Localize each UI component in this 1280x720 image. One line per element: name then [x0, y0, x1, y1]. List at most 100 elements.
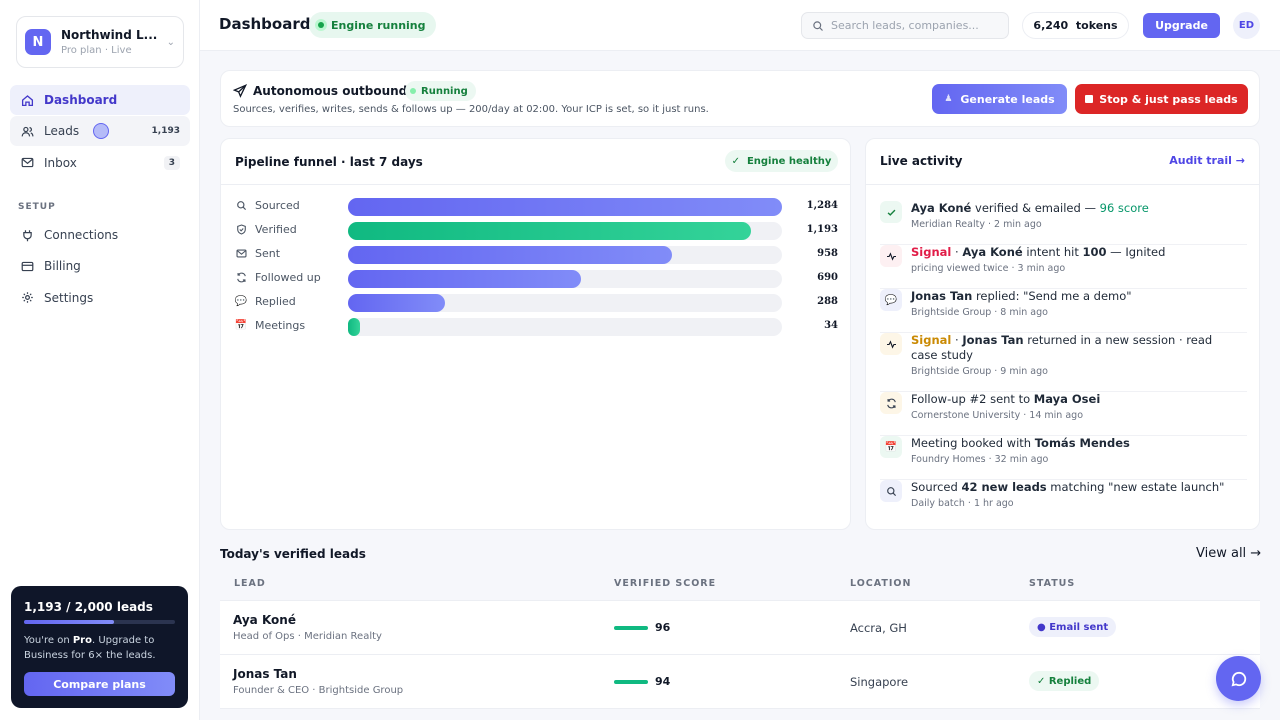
- funnel-row-replied: 💬 Replied 288: [235, 293, 840, 313]
- activity-text: Meeting booked with Tomás Mendes Foundry …: [911, 436, 1241, 467]
- activity-item[interactable]: Aya Koné verified & emailed — 96 score Me…: [880, 201, 1247, 245]
- sidebar-item-settings[interactable]: Settings: [10, 283, 190, 313]
- lead-location: Singapore: [850, 675, 909, 689]
- activity-meta: Cornerstone University · 14 min ago: [911, 410, 1084, 421]
- funnel-row-sourced: Sourced 1,284: [235, 197, 840, 217]
- activity-text: Follow-up #2 sent to Maya Osei Cornerston…: [911, 392, 1241, 423]
- sidebar-item-inbox[interactable]: Inbox 3: [10, 148, 190, 178]
- sidebar-item-label: Dashboard: [44, 93, 118, 107]
- activity-item[interactable]: Signal · Jonas Tan returned in a new ses…: [880, 333, 1247, 392]
- audit-trail-link[interactable]: Audit trail →: [1169, 154, 1245, 167]
- column-header-location[interactable]: LOCATION: [850, 578, 912, 589]
- funnel-value: 288: [817, 296, 838, 307]
- page-title: Dashboard: [219, 15, 311, 33]
- leads-count: 1,193: [151, 126, 180, 137]
- column-header-lead[interactable]: LEAD: [234, 578, 266, 589]
- top-bar: Dashboard Engine running Search leads, c…: [200, 0, 1280, 51]
- table-row[interactable]: Jonas Tan Founder & CEO · Brightside Gro…: [220, 655, 1260, 709]
- lead-name: Jonas Tan: [233, 667, 297, 681]
- chat-icon: [1231, 671, 1246, 686]
- activity-message: Follow-up #2 sent to Maya Osei: [911, 392, 1101, 406]
- funnel-row-verified: Verified 1,193: [235, 221, 840, 241]
- sidebar-item-dashboard[interactable]: Dashboard: [10, 85, 190, 115]
- chat-icon: 💬: [880, 289, 902, 311]
- autonomous-outbound-card: Autonomous outbound Running Sources, ver…: [220, 70, 1260, 127]
- column-header-score[interactable]: VERIFIED SCORE: [614, 578, 717, 589]
- view-all-link[interactable]: View all →: [1196, 546, 1262, 561]
- calendar-icon: 📅: [880, 436, 902, 458]
- users-icon: [20, 124, 34, 138]
- main-nav: Dashboard Leads 1,193 Inbox 3: [10, 85, 190, 179]
- sidebar-item-label: Leads: [44, 124, 80, 139]
- funnel-bar-track: [348, 294, 782, 312]
- generate-leads-button[interactable]: ♟ Generate leads: [932, 84, 1067, 114]
- activity-text: Signal · Jonas Tan returned in a new ses…: [911, 333, 1241, 379]
- status-badge: ● Email sent: [1029, 617, 1117, 637]
- usage-progress: [24, 620, 175, 624]
- status-badge: ✓ Replied: [1029, 671, 1100, 691]
- workspace-switcher[interactable]: N Northwind L... Pro plan · Live ⌄: [16, 16, 184, 68]
- funnel-bar: [348, 318, 360, 336]
- activity-message: Signal · Jonas Tan returned in a new ses…: [911, 333, 1213, 362]
- table-row[interactable]: Aya Koné Head of Ops · Meridian Realty 9…: [220, 601, 1260, 655]
- verified-score: 96: [614, 621, 670, 634]
- funnel-bar: [348, 270, 582, 288]
- activity-item[interactable]: Signal · Aya Koné intent hit 100 — Ignit…: [880, 245, 1247, 289]
- column-header-status[interactable]: STATUS: [1029, 578, 1076, 589]
- funnel-row-followed-up: Followed up 690: [235, 269, 840, 289]
- funnel-title: Pipeline funnel · last 7 days: [235, 155, 423, 169]
- funnel-row-sent: Sent 958: [235, 245, 840, 265]
- funnel-bar: [348, 246, 672, 264]
- search-input[interactable]: Search leads, companies...: [801, 12, 1009, 39]
- activity-message: Aya Koné verified & emailed — 96 score: [911, 201, 1149, 215]
- mail-icon: [20, 156, 34, 170]
- cursor-indicator: [93, 123, 109, 140]
- chat-button[interactable]: [1216, 656, 1261, 701]
- usage-progress-fill: [24, 620, 115, 624]
- funnel-stage-label: Sent: [235, 247, 280, 260]
- engine-healthy-badge: ✓ Engine healthy: [725, 150, 838, 172]
- leads-section-title: Today's verified leads: [220, 547, 366, 561]
- status-dot-icon: [315, 19, 327, 31]
- mail-icon: [235, 248, 247, 260]
- funnel-value: 1,193: [806, 224, 838, 235]
- sidebar-item-label: Connections: [44, 228, 119, 242]
- activity-item[interactable]: Sourced 42 new leads matching "new estat…: [880, 480, 1247, 520]
- outbound-title: Autonomous outbound: [253, 84, 408, 98]
- activity-item[interactable]: 💬 Jonas Tan replied: "Send me a demo" Brig…: [880, 289, 1247, 333]
- funnel-value: 958: [817, 248, 838, 259]
- live-activity-card: Live activity Audit trail → Aya Koné ver…: [865, 138, 1260, 530]
- search-icon: [880, 480, 902, 502]
- activity-meta: Meridian Realty · 2 min ago: [911, 219, 1042, 230]
- stop-icon: [1085, 95, 1094, 103]
- spark-icon: [880, 245, 902, 267]
- workspace-name: Northwind L...: [61, 28, 158, 42]
- sidebar-item-label: Billing: [44, 259, 81, 274]
- spark-icon: [880, 333, 902, 355]
- shield-icon: [235, 224, 247, 236]
- workspace-logo: N: [25, 29, 51, 55]
- activity-message: Signal · Aya Koné intent hit 100 — Ignit…: [911, 245, 1166, 259]
- lead-location: Accra, GH: [850, 621, 907, 635]
- usage-title: 1,193 / 2,000 leads: [24, 600, 153, 614]
- avatar[interactable]: ED: [1233, 12, 1260, 39]
- activity-item[interactable]: 📅 Meeting booked with Tomás Mendes Foundry…: [880, 436, 1247, 480]
- send-icon: [233, 84, 247, 98]
- sidebar-item-connections[interactable]: Connections: [10, 220, 190, 250]
- upgrade-button[interactable]: Upgrade: [1143, 13, 1220, 38]
- running-badge: Running: [405, 81, 476, 101]
- funnel-bar-track: [348, 222, 782, 240]
- funnel-bar-track: [348, 246, 782, 264]
- search-icon: [235, 200, 247, 212]
- workspace-plan: Pro plan · Live: [61, 45, 132, 56]
- stop-button[interactable]: Stop & just pass leads: [1075, 84, 1248, 114]
- compare-plans-button[interactable]: Compare plans: [24, 672, 175, 696]
- usage-card: 1,193 / 2,000 leads You're on Pro. Upgra…: [11, 586, 188, 708]
- activity-item[interactable]: Follow-up #2 sent to Maya Osei Cornerston…: [880, 392, 1247, 436]
- outbound-description: Sources, verifies, writes, sends & follo…: [233, 104, 709, 115]
- usage-text: You're on Pro. Upgrade to Business for 6…: [24, 635, 156, 661]
- sidebar-item-billing[interactable]: Billing: [10, 251, 190, 281]
- activity-title: Live activity: [880, 154, 963, 168]
- sidebar-item-leads[interactable]: Leads 1,193: [10, 116, 190, 147]
- activity-meta: Brightside Group · 8 min ago: [911, 307, 1048, 318]
